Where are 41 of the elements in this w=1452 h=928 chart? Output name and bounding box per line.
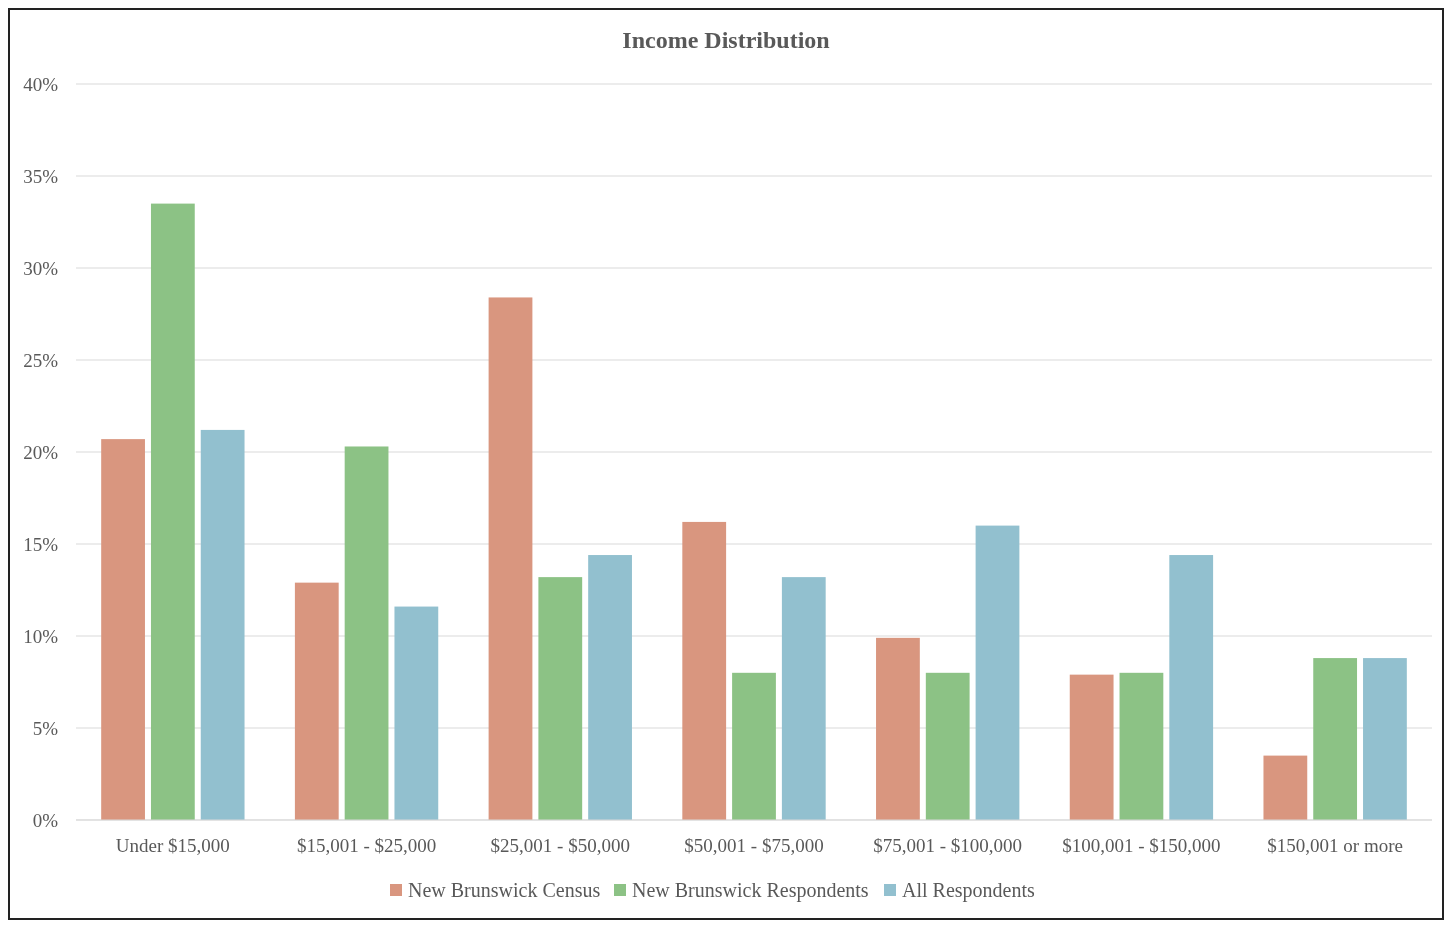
y-tick-label: 0% [32,809,59,831]
x-tick-label: $75,001 - $100,000 [873,835,1023,856]
bar [732,672,776,820]
legend-label: All Respondents [902,879,1035,902]
y-tick-label: 20% [23,441,59,463]
bar [876,637,920,820]
legend-label: New Brunswick Respondents [632,879,869,902]
x-tick-label: $100,001 - $150,000 [1062,835,1221,856]
bar [1263,755,1308,820]
bar [344,446,389,820]
x-tick-label: $150,001 or more [1267,835,1403,856]
bar [975,525,1020,820]
x-tick-label: Under $15,000 [115,835,230,856]
bar [1119,672,1164,820]
bar [588,555,632,820]
y-tick-label: 25% [23,349,59,371]
y-tick-label: 15% [23,533,59,555]
bar [682,521,727,820]
bar [538,577,583,820]
x-tick-label: $50,001 - $75,000 [684,835,824,856]
chart-title: Income Distribution [622,27,830,53]
bar [781,577,826,820]
bar [150,203,195,820]
y-tick-label: 35% [23,165,59,187]
bar [200,429,245,820]
y-tick-label: 10% [23,625,59,647]
bar [294,582,339,820]
y-tick-label: 40% [23,73,59,95]
bar [1169,555,1214,820]
bar [925,672,970,820]
bar [101,439,145,820]
y-tick-label: 5% [32,717,59,739]
bar [1069,674,1114,820]
x-tick-label: $25,001 - $50,000 [490,835,630,856]
bar [394,606,439,820]
y-tick-label: 30% [23,257,59,279]
bar [1313,658,1358,820]
bar [488,297,533,820]
legend-label: New Brunswick Census [408,879,601,901]
x-tick-label: $15,001 - $25,000 [296,835,437,856]
bar [1363,658,1407,820]
